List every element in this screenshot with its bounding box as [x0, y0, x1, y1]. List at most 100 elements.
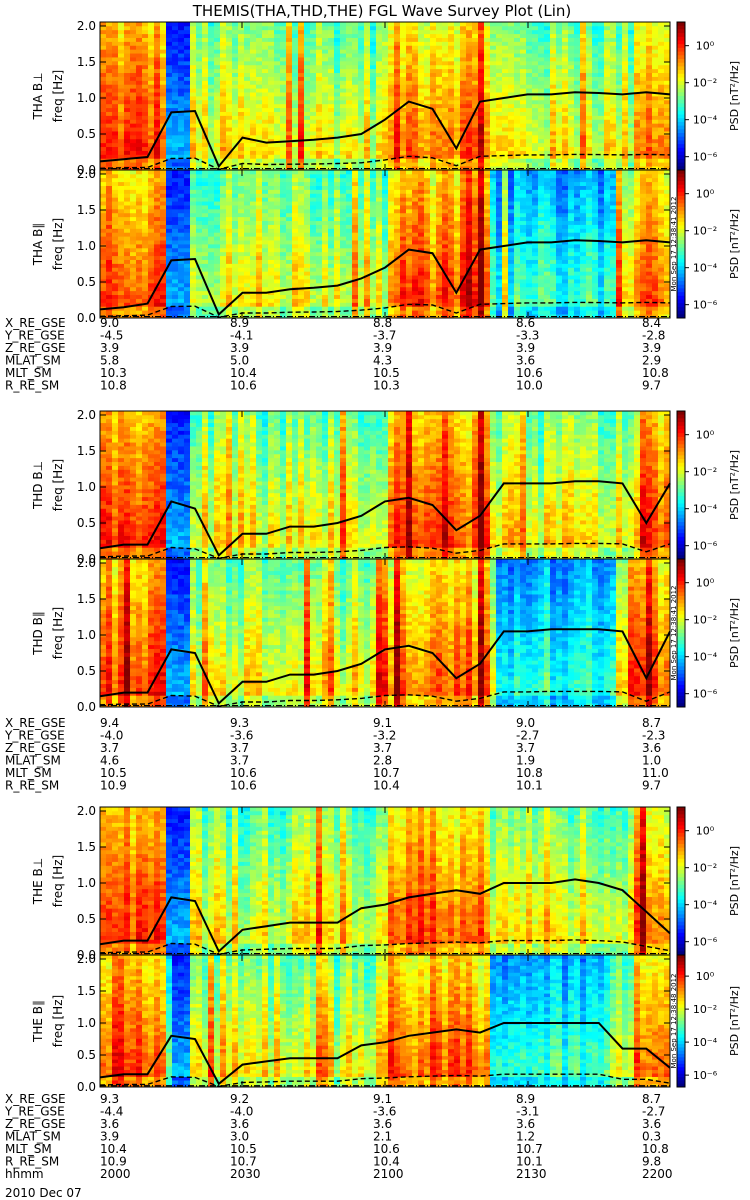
heatmap-cell	[196, 100, 202, 104]
heatmap-cell	[310, 80, 316, 84]
heatmap-cell	[340, 123, 346, 127]
heatmap-cell	[280, 158, 286, 162]
heatmap-cell	[178, 34, 184, 38]
heatmap-cell	[334, 69, 340, 73]
heatmap-cell	[214, 69, 220, 73]
heatmap-cell	[346, 123, 352, 127]
heatmap-cell	[328, 115, 334, 119]
heatmap-cell	[220, 96, 226, 100]
heatmap-cell	[292, 88, 298, 92]
heatmap-cell	[220, 65, 226, 69]
heatmap-cell	[166, 38, 172, 42]
heatmap-cell	[268, 92, 274, 96]
heatmap-cell	[184, 131, 190, 135]
heatmap-cell	[154, 80, 160, 84]
heatmap-cell	[208, 26, 214, 30]
heatmap-cell	[238, 147, 244, 151]
heatmap-cell	[196, 57, 202, 61]
heatmap-cell	[292, 53, 298, 57]
heatmap-cell	[352, 139, 358, 143]
heatmap-cell	[184, 119, 190, 123]
heatmap-cell	[226, 135, 232, 139]
heatmap-cell	[352, 100, 358, 104]
heatmap-cell	[202, 61, 208, 65]
heatmap-cell	[214, 135, 220, 139]
heatmap-cell	[100, 65, 106, 69]
heatmap-cell	[172, 92, 178, 96]
heatmap-cell	[130, 127, 136, 131]
heatmap-cell	[238, 26, 244, 30]
heatmap-cell	[112, 143, 118, 147]
heatmap-cell	[172, 135, 178, 139]
heatmap-cell	[226, 57, 232, 61]
heatmap-cell	[154, 34, 160, 38]
heatmap-cell	[172, 100, 178, 104]
heatmap-cell	[118, 45, 124, 49]
heatmap-cell	[178, 22, 184, 26]
heatmap-cell	[310, 112, 316, 116]
heatmap-cell	[100, 34, 106, 38]
heatmap-cell	[172, 73, 178, 77]
heatmap-cell	[100, 80, 106, 84]
heatmap-cell	[244, 73, 250, 77]
heatmap-cell	[112, 26, 118, 30]
heatmap-cell	[322, 73, 328, 77]
heatmap-cell	[274, 92, 280, 96]
heatmap-cell	[118, 127, 124, 131]
heatmap-cell	[190, 80, 196, 84]
heatmap-cell	[178, 77, 184, 81]
heatmap-cell	[244, 22, 250, 26]
heatmap-cell	[202, 53, 208, 57]
heatmap-cell	[220, 143, 226, 147]
heatmap-cell	[154, 108, 160, 112]
heatmap-cell	[322, 77, 328, 81]
heatmap-cell	[292, 154, 298, 158]
heatmap-cell	[274, 38, 280, 42]
heatmap-cell	[166, 73, 172, 77]
heatmap-cell	[178, 41, 184, 45]
heatmap-cell	[136, 104, 142, 108]
heatmap-cell	[280, 65, 286, 69]
heatmap-cell	[262, 41, 268, 45]
heatmap-cell	[250, 119, 256, 123]
heatmap-cell	[112, 84, 118, 88]
heatmap-cell	[226, 38, 232, 42]
heatmap-cell	[208, 96, 214, 100]
heatmap-cell	[214, 147, 220, 151]
heatmap-cell	[208, 131, 214, 135]
heatmap-cell	[274, 73, 280, 77]
heatmap-cell	[130, 162, 136, 166]
heatmap-cell	[166, 139, 172, 143]
heatmap-cell	[298, 34, 304, 38]
heatmap-cell	[112, 34, 118, 38]
heatmap-cell	[184, 151, 190, 155]
heatmap-cell	[226, 139, 232, 143]
heatmap-cell	[148, 88, 154, 92]
heatmap-cell	[280, 135, 286, 139]
heatmap-cell	[286, 30, 292, 34]
heatmap-cell	[184, 61, 190, 65]
heatmap-cell	[292, 104, 298, 108]
heatmap-cell	[154, 30, 160, 34]
heatmap-cell	[286, 104, 292, 108]
heatmap-cell	[274, 147, 280, 151]
heatmap-cell	[262, 84, 268, 88]
heatmap-cell	[256, 53, 262, 57]
heatmap-cell	[148, 115, 154, 119]
heatmap-cell	[214, 96, 220, 100]
heatmap-cell	[112, 45, 118, 49]
heatmap-cell	[280, 45, 286, 49]
heatmap-cell	[316, 49, 322, 53]
heatmap-cell	[346, 88, 352, 92]
heatmap-cell	[100, 108, 106, 112]
heatmap-cell	[346, 154, 352, 158]
heatmap-cell	[328, 147, 334, 151]
heatmap-cell	[310, 26, 316, 30]
heatmap-cell	[250, 147, 256, 151]
heatmap-cell	[280, 84, 286, 88]
heatmap-cell	[328, 123, 334, 127]
heatmap-cell	[172, 96, 178, 100]
heatmap-cell	[178, 135, 184, 139]
heatmap-cell	[190, 104, 196, 108]
heatmap-cell	[298, 80, 304, 84]
